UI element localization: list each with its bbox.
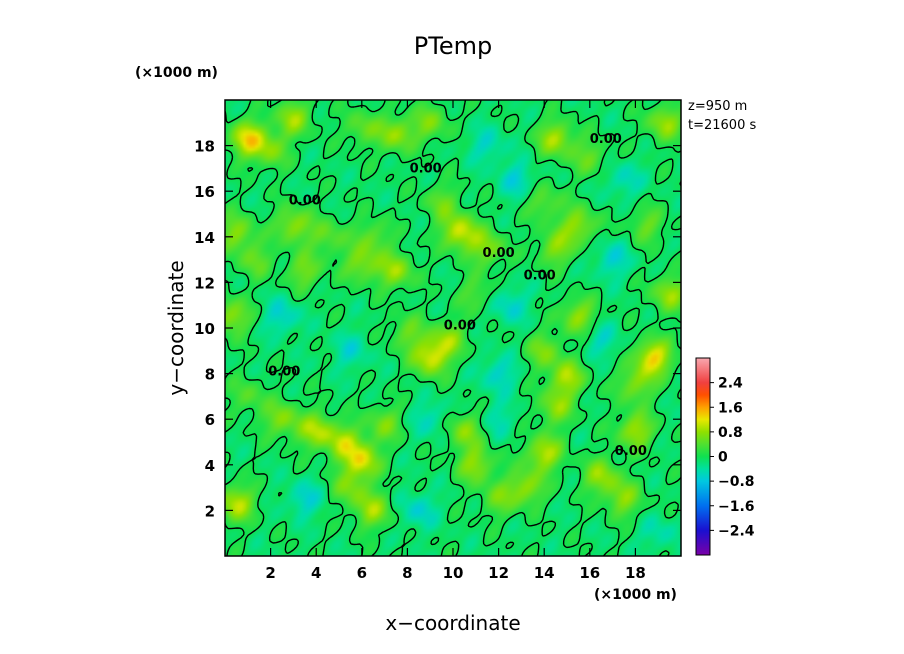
- zero-contour-path: [225, 100, 681, 556]
- info-annotations: z=950 m t=21600 s: [688, 99, 756, 133]
- colorbar-tick-label: 0.8: [718, 425, 743, 441]
- x-tick-label: 14: [534, 564, 555, 582]
- x-axis-ticks: 2 4 6 8 10 12 14 16 18: [265, 100, 646, 582]
- colorbar-gradient: [695, 357, 711, 556]
- x-tick-label: 10: [443, 564, 464, 582]
- height-annotation: z=950 m: [688, 99, 747, 114]
- zero-contour-lines: [225, 100, 681, 556]
- x-tick-label: 4: [311, 564, 321, 582]
- y-tick-label: 12: [194, 274, 215, 292]
- y-axis-ticks: 2 4 6 8 10 12 14 16 18: [194, 138, 681, 520]
- y-axis-unit: (×1000 m): [135, 65, 218, 81]
- x-tick-label: 6: [357, 564, 367, 582]
- chart-title: PTemp: [414, 32, 492, 60]
- x-axis-unit: (×1000 m): [594, 587, 677, 603]
- y-tick-label: 18: [194, 138, 215, 156]
- x-axis-label: x−coordinate: [385, 611, 520, 635]
- time-annotation: t=21600 s: [688, 118, 756, 133]
- y-tick-label: 4: [205, 457, 215, 475]
- colorbar-tick-label: 2.4: [718, 376, 743, 392]
- colorbar-tick-label: 1.6: [718, 400, 743, 416]
- contour-value-label: 0.00: [615, 444, 647, 459]
- colorbar-tick-label: 0: [718, 450, 728, 466]
- contour-value-label: 0.00: [483, 246, 515, 261]
- contour-value-label: 0.00: [289, 193, 321, 208]
- contour-labels: 0.00 0.00 0.00 0.00 0.00 0.00 0.00 0.00: [268, 132, 647, 459]
- colorbar-tick-label: −2.4: [718, 523, 755, 539]
- temperature-field-heatmap: [225, 100, 681, 556]
- colorbar-ticks: 2.4 1.6 0.8 0 −0.8 −1.6 −2.4: [710, 376, 755, 539]
- y-axis-label: y−coordinate: [164, 260, 188, 395]
- contour-value-label: 0.00: [268, 364, 300, 379]
- colorbar-tick-label: −1.6: [718, 499, 755, 515]
- x-tick-label: 2: [265, 564, 275, 582]
- y-tick-label: 2: [205, 502, 215, 520]
- colorbar-tick-label: −0.8: [718, 474, 755, 490]
- x-tick-label: 16: [579, 564, 600, 582]
- y-tick-label: 16: [194, 183, 215, 201]
- y-tick-label: 10: [194, 320, 215, 338]
- x-tick-label: 18: [625, 564, 646, 582]
- y-tick-label: 14: [194, 229, 215, 247]
- contour-value-label: 0.00: [410, 161, 442, 176]
- x-tick-label: 8: [402, 564, 412, 582]
- plot-area: 0.00 0.00 0.00 0.00 0.00 0.00 0.00 0.00: [225, 100, 681, 556]
- contour-value-label: 0.00: [444, 319, 476, 334]
- x-tick-label: 12: [488, 564, 509, 582]
- y-tick-label: 6: [205, 411, 215, 429]
- colorbar: 2.4 1.6 0.8 0 −0.8 −1.6 −2.4: [695, 357, 755, 556]
- contour-value-label: 0.00: [590, 132, 622, 147]
- y-tick-label: 8: [205, 366, 215, 384]
- contour-value-label: 0.00: [524, 269, 556, 284]
